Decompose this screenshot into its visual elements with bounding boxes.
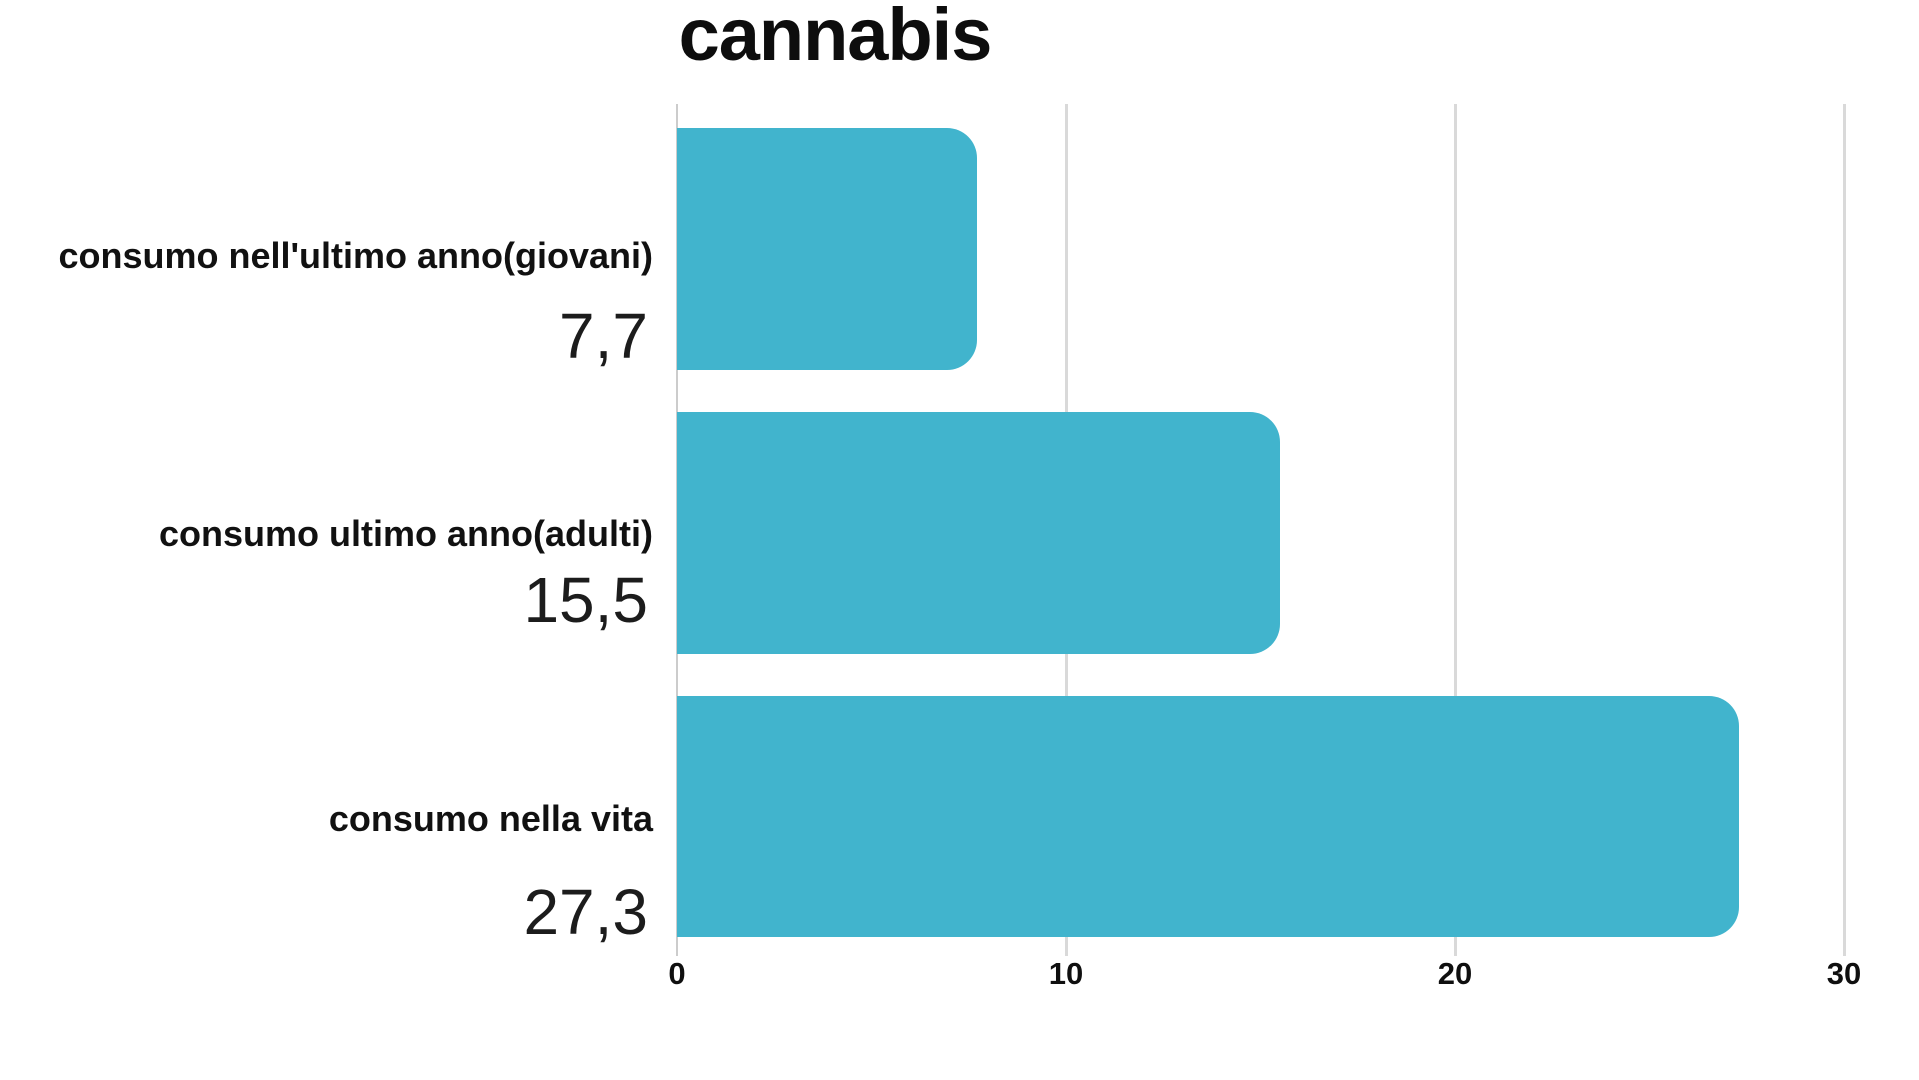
bar-consumo-nella-vita [677, 696, 1739, 937]
chart-title: cannabis [678, 0, 993, 76]
value-label: 27,3 [523, 876, 648, 948]
bar-consumo-ultimo-anno-giovani [677, 128, 977, 370]
bar-consumo-ultimo-anno-adulti [677, 412, 1280, 654]
category-label: consumo nell'ultimo anno(giovani) [58, 235, 653, 276]
gridline-20 [1453, 104, 1457, 956]
gridline-30 [1842, 104, 1846, 956]
x-tick-label: 20 [1437, 956, 1473, 991]
category-label: consumo ultimo anno(adulti) [159, 513, 653, 554]
x-tick-label: 10 [1048, 956, 1084, 991]
x-tick-label: 0 [668, 956, 686, 991]
plot-area [676, 100, 1846, 958]
category-label: consumo nella vita [328, 798, 653, 839]
value-label: 15,5 [523, 564, 648, 636]
value-label: 7,7 [559, 300, 648, 372]
x-tick-label: 30 [1826, 956, 1862, 991]
